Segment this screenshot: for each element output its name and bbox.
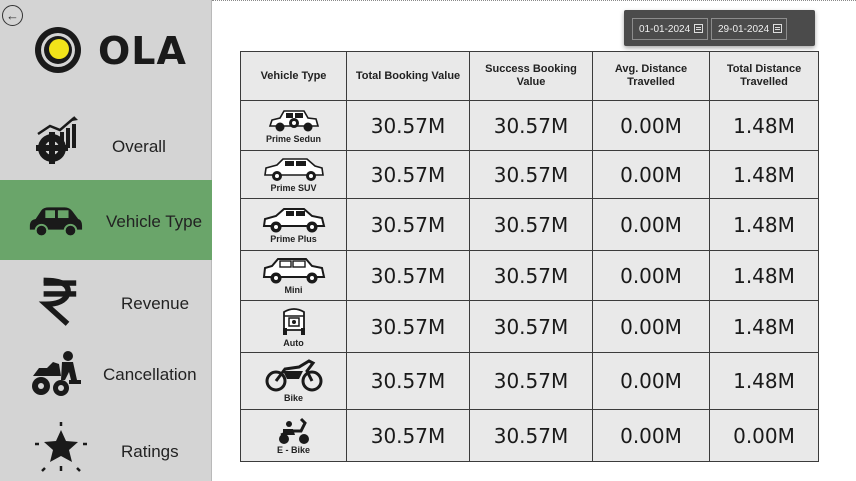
success-booking-value: 30.57M — [469, 150, 593, 199]
avg-distance-value: 0.00M — [592, 409, 710, 462]
sidebar: ← OLA Overall — [0, 0, 212, 481]
col-header-vehicle-type: Vehicle Type — [240, 51, 347, 101]
vehicle-name: E - Bike — [276, 444, 310, 455]
vehicle-name: Auto — [283, 337, 304, 348]
total-distance-value: 1.48M — [709, 198, 819, 251]
vehicle-name: Prime Sedun — [265, 133, 321, 144]
avg-distance-value: 0.00M — [592, 100, 710, 151]
total-booking-value: 30.57M — [346, 352, 470, 410]
nav-label-ratings: Ratings — [121, 442, 179, 461]
car-icon — [29, 207, 83, 238]
total-booking-value: 30.57M — [346, 198, 470, 251]
col-header-success-booking: Success Booking Value — [469, 51, 593, 101]
nav-item-cancellation[interactable]: Cancellation — [0, 338, 212, 418]
nav-label-overall: Overall — [112, 137, 166, 156]
nav-label-cancellation: Cancellation — [103, 365, 197, 384]
total-booking-value: 30.57M — [346, 150, 470, 199]
vehicle-name: Bike — [283, 393, 303, 403]
atv-driver-icon — [32, 351, 81, 396]
avg-distance-value: 0.00M — [592, 198, 710, 251]
total-distance-value: 1.48M — [709, 150, 819, 199]
avg-distance-value: 0.00M — [592, 300, 710, 353]
top-border — [212, 0, 856, 2]
total-booking-value: 30.57M — [346, 100, 470, 151]
success-booking-value: 30.57M — [469, 198, 593, 251]
total-booking-value: 30.57M — [346, 409, 470, 462]
logo-text: OLA — [98, 29, 187, 73]
total-distance-value: 1.48M — [709, 300, 819, 353]
start-date-value: 01-01-2024 — [639, 23, 691, 35]
table-row[interactable]: E - Bike 30.57M 30.57M 0.00M 0.00M — [240, 409, 819, 462]
total-booking-value: 30.57M — [346, 300, 470, 353]
total-distance-value: 1.48M — [709, 100, 819, 151]
success-booking-value: 30.57M — [469, 300, 593, 353]
col-header-total-distance: Total Distance Travelled — [709, 51, 819, 101]
mini-car-icon — [262, 257, 325, 283]
nav-item-overall[interactable]: Overall — [0, 103, 212, 183]
back-arrow-icon[interactable]: ← — [2, 5, 23, 26]
nav-label-vehicle-type: Vehicle Type — [106, 212, 203, 231]
vehicle-name: Prime Plus — [270, 233, 317, 244]
suv-icon — [263, 157, 324, 181]
total-distance-value: 0.00M — [709, 409, 819, 462]
vehicle-cell: Bike — [240, 352, 347, 410]
avg-distance-value: 0.00M — [592, 150, 710, 199]
date-range-slicer: 01-01-2024 29-01-2024 — [624, 10, 815, 46]
success-booking-value: 30.57M — [469, 250, 593, 301]
auto-rickshaw-icon — [282, 307, 305, 335]
table-row[interactable]: Prime SUV 30.57M 30.57M 0.00M 1.48M — [240, 150, 819, 199]
table-row[interactable]: Auto 30.57M 30.57M 0.00M 1.48M — [240, 300, 819, 353]
star-burst-icon — [35, 422, 87, 472]
vehicle-cell: Prime Plus — [240, 198, 347, 251]
vehicle-cell: Prime SUV — [240, 150, 347, 199]
table-row[interactable]: Mini 30.57M 30.57M 0.00M 1.48M — [240, 250, 819, 301]
table-header-row: Vehicle Type Total Booking Value Success… — [240, 51, 819, 101]
avg-distance-value: 0.00M — [592, 250, 710, 301]
vehicle-name: Mini — [284, 284, 303, 295]
total-booking-value: 30.57M — [346, 250, 470, 301]
calendar-icon[interactable] — [694, 24, 703, 33]
total-distance-value: 1.48M — [709, 352, 819, 410]
vehicle-cell: E - Bike — [240, 409, 347, 462]
ola-logo-mark — [35, 27, 81, 73]
ola-logo: OLA — [32, 24, 186, 76]
vehicle-cell: Mini — [240, 250, 347, 301]
success-booking-value: 30.57M — [469, 352, 593, 410]
vehicle-cell: Auto — [240, 300, 347, 353]
car-plus-icon — [262, 207, 325, 232]
vehicle-cell: Prime Sedun — [240, 100, 347, 151]
col-header-avg-distance: Avg. Distance Travelled — [592, 51, 710, 101]
rupee-icon — [38, 277, 77, 326]
scooter-icon — [278, 417, 309, 444]
start-date-input[interactable]: 01-01-2024 — [632, 18, 708, 40]
total-distance-value: 1.48M — [709, 250, 819, 301]
table-row[interactable]: Prime Sedun 30.57M 30.57M 0.00M 1.48M — [240, 100, 819, 151]
success-booking-value: 30.57M — [469, 409, 593, 462]
success-booking-value: 30.57M — [469, 100, 593, 151]
avg-distance-value: 0.00M — [592, 352, 710, 410]
table-row[interactable]: Prime Plus 30.57M 30.57M 0.00M 1.48M — [240, 198, 819, 251]
nav-label-revenue: Revenue — [121, 294, 190, 313]
col-header-total-booking: Total Booking Value — [346, 51, 470, 101]
nav-item-vehicle-type[interactable]: Vehicle Type — [0, 180, 212, 260]
end-date-value: 29-01-2024 — [718, 23, 770, 35]
motorbike-icon — [265, 359, 322, 392]
table-row[interactable]: Bike 30.57M 30.57M 0.00M 1.48M — [240, 352, 819, 410]
vehicle-type-table: Vehicle Type Total Booking Value Success… — [240, 51, 819, 462]
sedan-icon — [268, 109, 319, 131]
vehicle-name: Prime SUV — [270, 182, 317, 193]
calendar-icon[interactable] — [773, 24, 782, 33]
nav-item-ratings[interactable]: Ratings — [0, 416, 212, 481]
nav-item-revenue[interactable]: Revenue — [0, 262, 212, 342]
chart-gear-icon — [36, 116, 78, 164]
end-date-input[interactable]: 29-01-2024 — [711, 18, 787, 40]
